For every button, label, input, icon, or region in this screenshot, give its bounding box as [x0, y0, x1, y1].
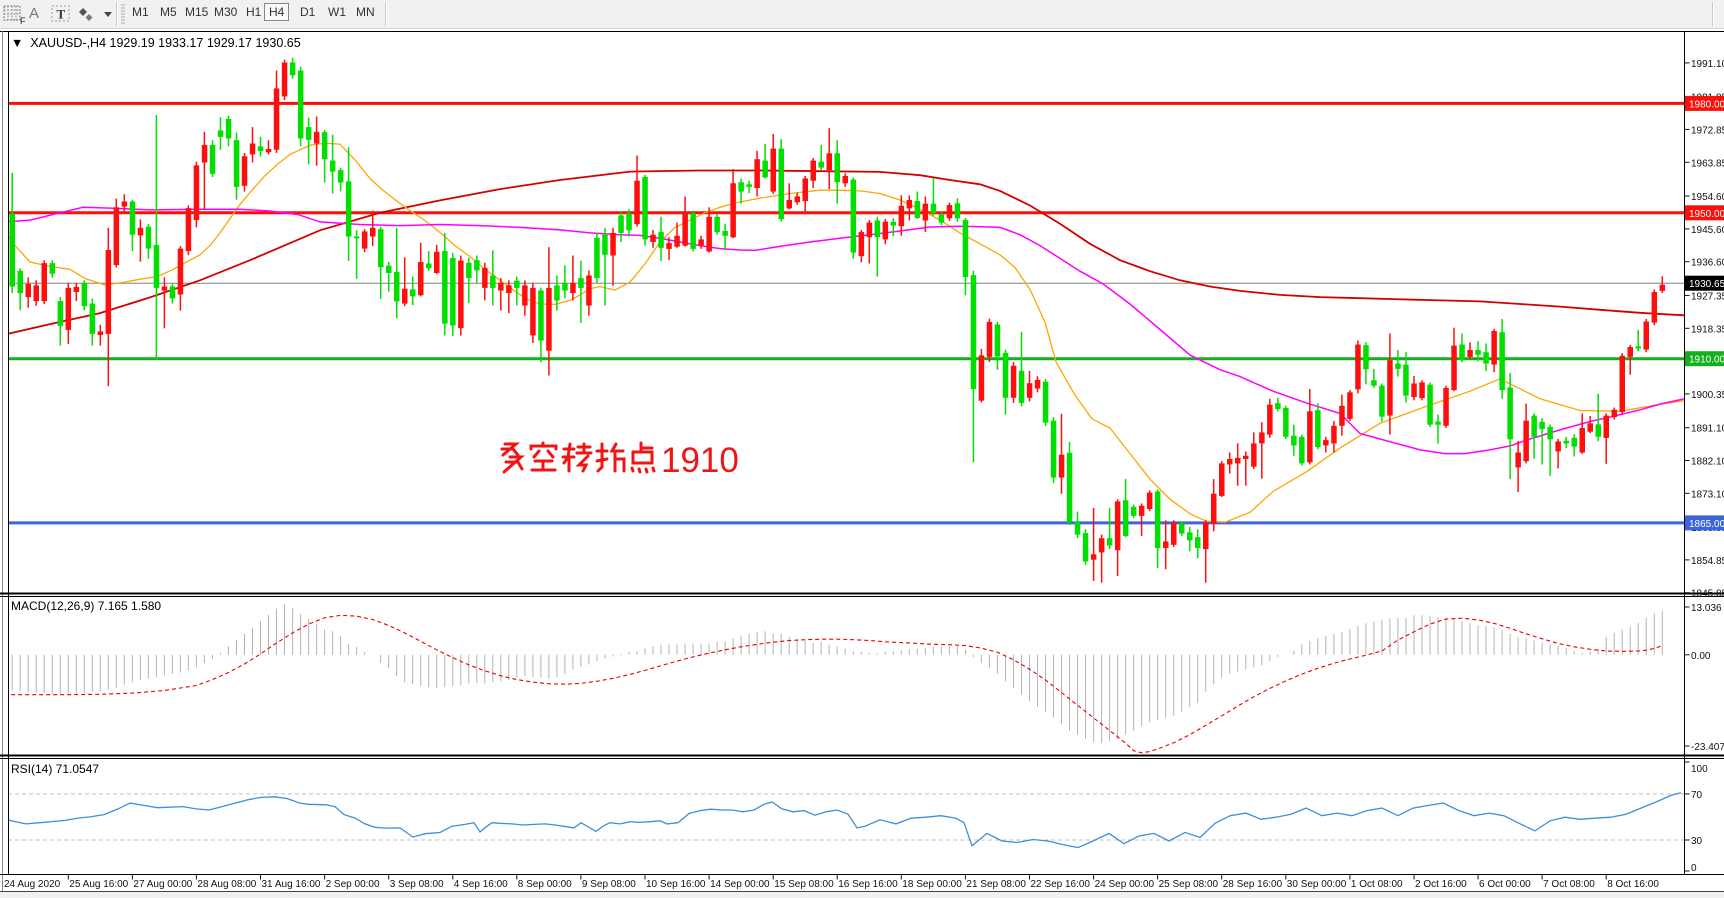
svg-text:RSI(14) 71.0547: RSI(14) 71.0547: [11, 762, 99, 776]
svg-text:1891.10: 1891.10: [1691, 424, 1724, 435]
svg-text:15 Sep 08:00: 15 Sep 08:00: [774, 879, 834, 890]
svg-text:▼ XAUUSD-,H4 1929.19 1933.17: ▼ XAUUSD-,H4 1929.19 1933.17 1929.17 193…: [11, 36, 301, 50]
svg-text:7 Oct 08:00: 7 Oct 08:00: [1543, 879, 1595, 890]
svg-text:1900.35: 1900.35: [1691, 390, 1724, 401]
svg-text:1954.60: 1954.60: [1691, 192, 1724, 203]
svg-text:70: 70: [1691, 790, 1703, 801]
svg-text:1991.10: 1991.10: [1691, 59, 1724, 70]
svg-text:T: T: [57, 7, 66, 22]
svg-text:27 Aug 00:00: 27 Aug 00:00: [133, 879, 192, 890]
svg-text:24 Sep 00:00: 24 Sep 00:00: [1095, 879, 1155, 890]
svg-text:16 Sep 16:00: 16 Sep 16:00: [838, 879, 898, 890]
svg-text:MACD(12,26,9) 7.165 1.580: MACD(12,26,9) 7.165 1.580: [11, 599, 161, 613]
svg-text:1936.60: 1936.60: [1691, 258, 1724, 269]
svg-text:22 Sep 16:00: 22 Sep 16:00: [1031, 879, 1091, 890]
svg-text:31 Aug 16:00: 31 Aug 16:00: [262, 879, 321, 890]
svg-text:25 Aug 16:00: 25 Aug 16:00: [69, 879, 128, 890]
svg-text:1865.00: 1865.00: [1689, 519, 1724, 530]
svg-text:28 Sep 16:00: 28 Sep 16:00: [1223, 879, 1283, 890]
svg-text:100: 100: [1691, 764, 1708, 775]
svg-text:1927.35: 1927.35: [1691, 291, 1724, 302]
svg-text:1918.35: 1918.35: [1691, 324, 1724, 335]
svg-text:28 Aug 08:00: 28 Aug 08:00: [197, 879, 256, 890]
svg-text:0: 0: [1691, 863, 1697, 874]
svg-text:10 Sep 16:00: 10 Sep 16:00: [646, 879, 706, 890]
svg-text:1963.85: 1963.85: [1691, 158, 1724, 169]
svg-text:1 Oct 08:00: 1 Oct 08:00: [1351, 879, 1403, 890]
svg-text:1845.85: 1845.85: [1691, 589, 1724, 600]
svg-text:9 Sep 08:00: 9 Sep 08:00: [582, 879, 636, 890]
svg-text:14 Sep 00:00: 14 Sep 00:00: [710, 879, 770, 890]
svg-text:F: F: [20, 16, 26, 25]
svg-text:1945.60: 1945.60: [1691, 225, 1724, 236]
svg-text:-23.407: -23.407: [1691, 742, 1724, 753]
svg-text:1950.00: 1950.00: [1689, 209, 1724, 220]
svg-text:2 Oct 16:00: 2 Oct 16:00: [1415, 879, 1467, 890]
svg-text:21 Sep 08:00: 21 Sep 08:00: [966, 879, 1026, 890]
svg-text:6 Oct 00:00: 6 Oct 00:00: [1479, 879, 1531, 890]
svg-text:8 Sep 00:00: 8 Sep 00:00: [518, 879, 572, 890]
svg-text:1854.85: 1854.85: [1691, 556, 1724, 567]
svg-text:4 Sep 16:00: 4 Sep 16:00: [454, 879, 508, 890]
svg-text:24 Aug 2020: 24 Aug 2020: [4, 879, 61, 890]
svg-text:0.00: 0.00: [1691, 651, 1711, 662]
svg-text:1972.85: 1972.85: [1691, 125, 1724, 136]
svg-text:18 Sep 00:00: 18 Sep 00:00: [902, 879, 962, 890]
svg-text:30: 30: [1691, 836, 1703, 847]
svg-text:2 Sep 00:00: 2 Sep 00:00: [326, 879, 380, 890]
svg-text:1910.00: 1910.00: [1689, 355, 1724, 366]
svg-text:25 Sep 08:00: 25 Sep 08:00: [1159, 879, 1219, 890]
svg-text:1980.00: 1980.00: [1689, 99, 1724, 110]
svg-text:1882.10: 1882.10: [1691, 457, 1724, 468]
svg-text:30 Sep 00:00: 30 Sep 00:00: [1287, 879, 1347, 890]
svg-text:3 Sep 08:00: 3 Sep 08:00: [390, 879, 444, 890]
svg-text:1873.10: 1873.10: [1691, 489, 1724, 500]
svg-text:8 Oct 16:00: 8 Oct 16:00: [1607, 879, 1659, 890]
svg-text:1930.65: 1930.65: [1689, 279, 1724, 290]
svg-text:1910: 1910: [661, 441, 739, 480]
svg-text:13.036: 13.036: [1691, 603, 1722, 614]
